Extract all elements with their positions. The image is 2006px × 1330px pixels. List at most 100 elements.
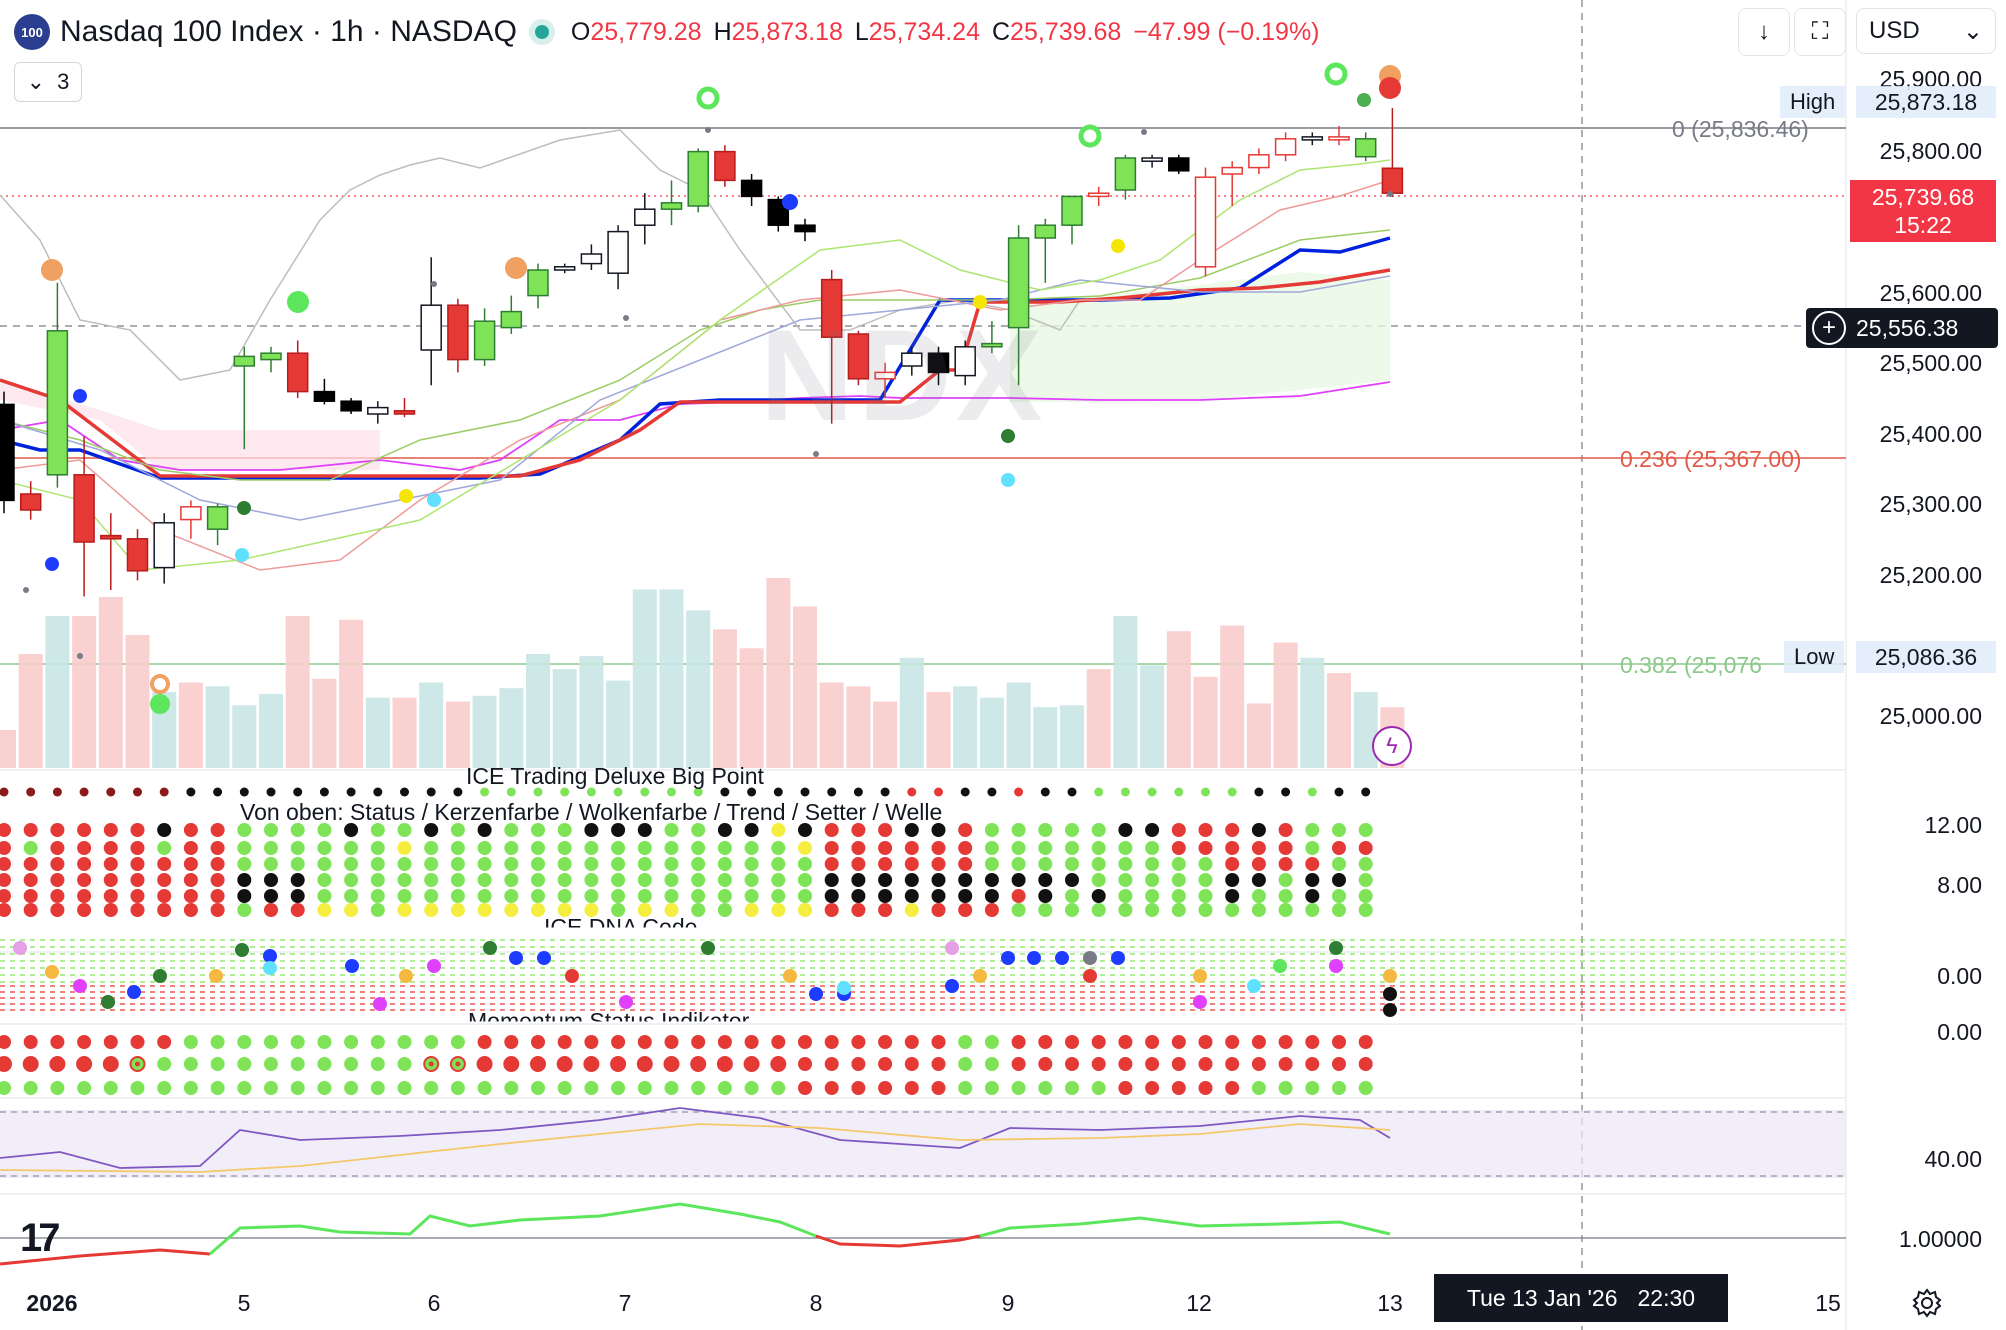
time-axis-label: 8 xyxy=(809,1290,823,1316)
von-oben-dot xyxy=(477,841,492,855)
tradingview-logo-icon[interactable]: 17 xyxy=(20,1216,60,1260)
dna-dot xyxy=(619,995,633,1009)
von-oben-dot xyxy=(317,857,332,871)
open-value: 25,779.28 xyxy=(590,17,702,46)
von-oben-dot xyxy=(210,857,225,871)
von-oben-dot xyxy=(450,873,465,887)
flash-icon[interactable]: ϟ xyxy=(1372,726,1412,766)
von-oben-dot xyxy=(611,823,626,837)
momentum-dot xyxy=(611,1081,626,1095)
von-oben-dot xyxy=(904,903,919,917)
status-dot xyxy=(1227,787,1237,797)
momentum-dot xyxy=(878,1081,893,1095)
von-oben-dot xyxy=(370,823,385,837)
signal-marker xyxy=(237,501,251,515)
fullscreen-button[interactable]: ⛶ xyxy=(1794,8,1846,56)
momentum-dot xyxy=(1198,1035,1213,1049)
momentum-dot xyxy=(1065,1035,1079,1049)
symbol-title[interactable]: Nasdaq 100 Index · 1h · NASDAQ xyxy=(60,15,517,48)
von-oben-dot xyxy=(23,841,38,855)
candle-body xyxy=(1248,154,1270,169)
von-oben-dot xyxy=(904,889,919,903)
von-oben-dot xyxy=(103,823,118,837)
momentum-dot xyxy=(1011,1081,1026,1095)
signal-marker xyxy=(1001,473,1015,487)
dna-dot xyxy=(153,969,167,983)
von-oben-dot xyxy=(691,841,706,855)
status-dot xyxy=(1040,787,1050,797)
signal-ring-marker xyxy=(696,86,720,110)
momentum-dot xyxy=(1118,1081,1133,1095)
momentum-dot xyxy=(1332,1035,1346,1049)
von-oben-dot xyxy=(1171,823,1186,837)
add-plus-icon[interactable]: + xyxy=(1812,311,1846,345)
von-oben-dot xyxy=(584,857,599,871)
von-oben-dot xyxy=(744,841,759,855)
signal-marker xyxy=(505,257,527,279)
von-oben-dot xyxy=(264,823,278,837)
candle-body xyxy=(0,403,15,502)
momentum-dot xyxy=(290,1081,305,1095)
von-oben-dot xyxy=(851,889,866,903)
momentum-dot xyxy=(210,1081,225,1095)
momentum-dot-center xyxy=(135,1061,140,1067)
von-oben-dot xyxy=(557,873,572,887)
settings-gear-icon[interactable] xyxy=(1912,1288,1942,1318)
momentum-dot xyxy=(370,1057,385,1071)
status-dot xyxy=(239,787,249,797)
momentum-dot xyxy=(984,1081,999,1095)
von-oben-dot xyxy=(691,889,706,903)
von-oben-dot xyxy=(210,841,225,855)
von-oben-dot xyxy=(1171,903,1186,917)
momentum-dot xyxy=(77,1035,92,1049)
candle-body xyxy=(19,493,42,511)
momentum-dot xyxy=(317,1035,332,1049)
pane3-axis-label: 0.00 xyxy=(1937,1019,1982,1045)
candle-body xyxy=(46,330,69,476)
momentum-dot xyxy=(1011,1035,1026,1049)
crosshair-price-tag[interactable]: + 25,556.38 xyxy=(1806,308,1998,348)
von-oben-dot xyxy=(1305,841,1320,855)
von-oben-dot xyxy=(557,889,572,903)
crosshair-time: 22:30 xyxy=(1637,1284,1696,1311)
volume-bar xyxy=(205,686,230,768)
time-axis-label: 12 xyxy=(1186,1290,1212,1316)
momentum-dot xyxy=(1278,1057,1293,1071)
momentum-dot xyxy=(0,1081,11,1095)
pane-title-momentum: Momentum Status Indikator xyxy=(468,1008,750,1034)
von-oben-dot xyxy=(984,857,999,871)
momentum-dot xyxy=(1305,1081,1320,1095)
time-axis-label: 9 xyxy=(1001,1290,1015,1316)
von-oben-dot xyxy=(771,823,786,837)
von-oben-dot xyxy=(1065,889,1079,903)
status-dot xyxy=(79,787,89,797)
von-oben-dot xyxy=(557,857,572,871)
download-button[interactable]: ↓ xyxy=(1738,8,1790,56)
signal-marker xyxy=(45,557,59,571)
dna-dot xyxy=(73,979,87,993)
pane-title-big-point: ICE Trading Deluxe Big Point xyxy=(466,763,764,789)
von-oben-dot xyxy=(397,903,412,917)
momentum-dot xyxy=(1225,1057,1240,1071)
von-oben-dot xyxy=(931,889,946,903)
von-oben-dot xyxy=(370,873,385,887)
momentum-dot xyxy=(103,1081,118,1095)
von-oben-dot xyxy=(290,841,305,855)
symbol-logo[interactable]: 100 xyxy=(14,14,50,50)
von-oben-dot xyxy=(878,873,893,887)
von-oben-dot xyxy=(824,857,839,871)
candle-body xyxy=(1301,136,1324,141)
von-oben-dot xyxy=(1278,873,1293,887)
von-oben-dot xyxy=(1118,823,1133,837)
open-label: O xyxy=(570,17,591,46)
von-oben-dot xyxy=(1118,903,1133,917)
von-oben-dot xyxy=(290,823,305,837)
momentum-dot xyxy=(1038,1057,1053,1071)
candle-body xyxy=(740,179,763,198)
von-oben-dot xyxy=(611,903,626,917)
von-oben-dot xyxy=(1145,857,1160,871)
currency-select[interactable]: USD ⌄ xyxy=(1856,8,1996,54)
indicators-collapse-button[interactable]: ⌄ 3 xyxy=(14,62,82,102)
momentum-dot xyxy=(1251,1057,1266,1071)
